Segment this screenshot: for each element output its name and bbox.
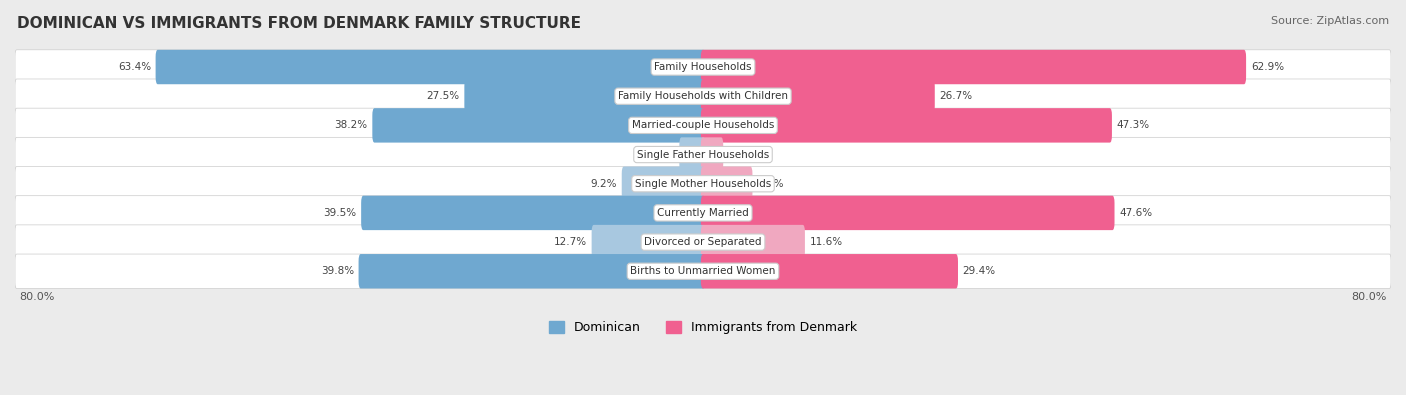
Text: 80.0%: 80.0% — [20, 292, 55, 302]
FancyBboxPatch shape — [15, 108, 1391, 143]
FancyBboxPatch shape — [361, 196, 706, 230]
FancyBboxPatch shape — [621, 167, 706, 201]
Text: 47.6%: 47.6% — [1119, 208, 1153, 218]
FancyBboxPatch shape — [15, 254, 1391, 288]
FancyBboxPatch shape — [679, 137, 706, 172]
Text: Married-couple Households: Married-couple Households — [631, 120, 775, 130]
Text: Births to Unmarried Women: Births to Unmarried Women — [630, 266, 776, 276]
FancyBboxPatch shape — [15, 79, 1391, 113]
Text: Divorced or Separated: Divorced or Separated — [644, 237, 762, 247]
Text: 11.6%: 11.6% — [810, 237, 842, 247]
Text: 12.7%: 12.7% — [554, 237, 586, 247]
FancyBboxPatch shape — [373, 108, 706, 143]
FancyBboxPatch shape — [700, 196, 1115, 230]
Text: 2.1%: 2.1% — [728, 150, 755, 160]
FancyBboxPatch shape — [700, 167, 752, 201]
FancyBboxPatch shape — [700, 137, 723, 172]
FancyBboxPatch shape — [15, 50, 1391, 84]
FancyBboxPatch shape — [700, 79, 935, 113]
FancyBboxPatch shape — [359, 254, 706, 288]
Text: 9.2%: 9.2% — [591, 179, 617, 189]
Text: 63.4%: 63.4% — [118, 62, 150, 72]
Text: Single Father Households: Single Father Households — [637, 150, 769, 160]
Text: Source: ZipAtlas.com: Source: ZipAtlas.com — [1271, 16, 1389, 26]
Text: 29.4%: 29.4% — [963, 266, 995, 276]
FancyBboxPatch shape — [700, 50, 1246, 84]
Text: 2.5%: 2.5% — [648, 150, 675, 160]
Text: 62.9%: 62.9% — [1251, 62, 1284, 72]
Text: Single Mother Households: Single Mother Households — [636, 179, 770, 189]
FancyBboxPatch shape — [156, 50, 706, 84]
FancyBboxPatch shape — [15, 137, 1391, 172]
FancyBboxPatch shape — [700, 225, 804, 259]
FancyBboxPatch shape — [464, 79, 706, 113]
FancyBboxPatch shape — [15, 167, 1391, 201]
FancyBboxPatch shape — [15, 196, 1391, 230]
Text: 39.8%: 39.8% — [321, 266, 354, 276]
Text: Family Households: Family Households — [654, 62, 752, 72]
FancyBboxPatch shape — [700, 254, 957, 288]
Text: 80.0%: 80.0% — [1351, 292, 1386, 302]
Text: 27.5%: 27.5% — [426, 91, 460, 101]
FancyBboxPatch shape — [700, 108, 1112, 143]
FancyBboxPatch shape — [592, 225, 706, 259]
Text: DOMINICAN VS IMMIGRANTS FROM DENMARK FAMILY STRUCTURE: DOMINICAN VS IMMIGRANTS FROM DENMARK FAM… — [17, 16, 581, 31]
Text: 38.2%: 38.2% — [335, 120, 367, 130]
Text: Family Households with Children: Family Households with Children — [619, 91, 787, 101]
Text: Currently Married: Currently Married — [657, 208, 749, 218]
Text: 39.5%: 39.5% — [323, 208, 356, 218]
Legend: Dominican, Immigrants from Denmark: Dominican, Immigrants from Denmark — [544, 316, 862, 339]
Text: 26.7%: 26.7% — [939, 91, 973, 101]
Text: 47.3%: 47.3% — [1116, 120, 1150, 130]
FancyBboxPatch shape — [15, 225, 1391, 259]
Text: 5.5%: 5.5% — [758, 179, 783, 189]
